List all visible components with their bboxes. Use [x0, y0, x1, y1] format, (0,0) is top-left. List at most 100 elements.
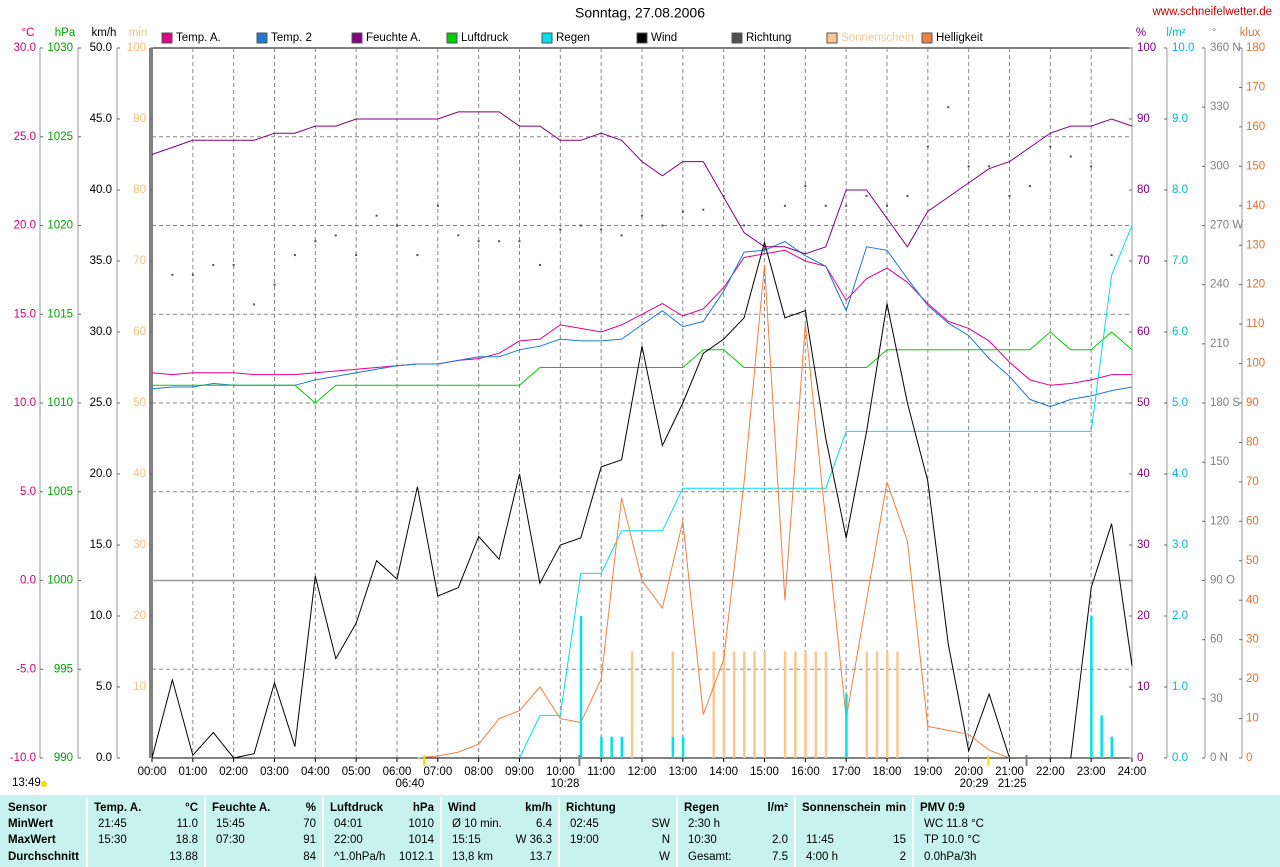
summary-cell: 4:00 h [806, 851, 838, 863]
annotation-label: 06:40 [395, 778, 424, 790]
y-tick-label: 20 [1137, 610, 1150, 622]
legend-label: Temp. A. [176, 32, 221, 44]
legend-label: Regen [556, 32, 590, 44]
y-tick-label: 15.0 [14, 308, 36, 320]
direction-dot [886, 204, 888, 207]
y-tick-label: 140 [1246, 200, 1265, 212]
summary-cell: 91 [303, 834, 316, 846]
direction-dot [865, 194, 868, 197]
y-tick-label: 50 [1137, 397, 1150, 409]
y-tick-label: 1025 [47, 131, 73, 143]
legend-swatch [446, 32, 458, 44]
y-tick-label: 130 [1246, 239, 1265, 251]
summary-cell: 7.5 [772, 851, 788, 863]
y-tick-label: 0.0 [96, 752, 112, 764]
axis-unit: °C [22, 27, 35, 39]
y-tick-label: 30 [1210, 693, 1223, 705]
summary-row-label: MaxWert [8, 834, 56, 846]
y-tick-label: 90 [133, 113, 146, 125]
series-line [151, 240, 1133, 408]
legend-label: Temp. 2 [271, 32, 312, 44]
y-tick-label: 1020 [47, 220, 73, 232]
y-tick-label: 20 [133, 610, 146, 622]
bar [610, 736, 613, 758]
summary-cell: 22:00 [334, 834, 363, 846]
bar [845, 694, 848, 758]
y-tick-label: 8.0 [1172, 184, 1188, 196]
summary-cell: 02:45 [570, 818, 599, 830]
y-tick-label: 990 [54, 752, 73, 764]
x-tick-label: 07:00 [423, 766, 452, 778]
direction-dot [253, 303, 256, 306]
summary-cell: 19:00 [570, 834, 599, 846]
direction-dot [926, 145, 929, 148]
y-tick-label: 50 [133, 397, 146, 409]
summary-cell: Gesamt: [688, 851, 731, 863]
direction-dot [212, 263, 215, 266]
legend-swatch [351, 32, 363, 44]
x-tick-label: 20:00 [954, 766, 983, 778]
y-tick-label: 1.0 [1172, 681, 1188, 693]
y-tick-label: 1015 [47, 308, 73, 320]
axis-unit: hPa [55, 27, 76, 39]
direction-dot [641, 214, 643, 217]
y-tick-label: 100 [1137, 42, 1156, 54]
direction-dot [518, 240, 521, 243]
axis-unit: km/h [92, 27, 117, 39]
direction-dot [1069, 155, 1072, 158]
y-tick-label: 10 [1246, 713, 1259, 725]
y-tick-label: 60 [1137, 326, 1150, 338]
x-tick-label: 03:00 [260, 766, 289, 778]
series-line [151, 111, 1133, 255]
y-tick-label: 7.0 [1172, 255, 1188, 267]
legend-label: Wind [651, 32, 677, 44]
annotation-label: 10:28 [551, 778, 580, 790]
x-tick-label: 00:00 [138, 766, 167, 778]
direction-dot [620, 234, 623, 237]
direction-dot [416, 254, 419, 257]
source-link: www.schneifelwetter.de [1151, 6, 1272, 18]
bar [783, 651, 787, 758]
bar [896, 651, 899, 758]
direction-dot [273, 283, 276, 286]
bar [824, 651, 828, 758]
summary-cell: 15:45 [216, 818, 245, 830]
y-tick-label: 2.0 [1172, 610, 1188, 622]
y-tick-label: 0 [1246, 752, 1252, 764]
y-tick-label: 10 [133, 681, 146, 693]
direction-dot [375, 214, 378, 217]
legend-swatch [161, 32, 173, 44]
y-tick-label: 4.0 [1172, 468, 1188, 480]
direction-dot [457, 234, 460, 237]
x-tick-label: 01:00 [178, 766, 207, 778]
summary-cell: 1010 [408, 818, 434, 830]
y-tick-label: 25.0 [14, 131, 36, 143]
generated-time: 13:49 [12, 777, 41, 789]
x-tick-label: 18:00 [873, 766, 902, 778]
bar [794, 651, 797, 758]
y-tick-label: 60 [133, 326, 146, 338]
summary-cell: 11:45 [806, 834, 834, 846]
x-tick-label: 16:00 [791, 766, 820, 778]
legend-swatch [731, 32, 743, 44]
summary-unit: l/m² [768, 802, 789, 814]
y-tick-label: 3.0 [1172, 539, 1188, 551]
direction-dot [191, 273, 194, 276]
y-tick-label: 5.0 [96, 681, 112, 693]
series-line [417, 264, 1010, 759]
bar [712, 651, 715, 758]
y-tick-label: 1010 [47, 397, 73, 409]
x-tick-label: 22:00 [1036, 766, 1065, 778]
y-tick-label: 50 [1246, 555, 1259, 567]
direction-dot [702, 208, 705, 211]
direction-dot [947, 106, 950, 109]
summary-header: PMV 0:9 [920, 802, 965, 814]
bar [671, 736, 675, 758]
x-tick-label: 08:00 [464, 766, 493, 778]
series-line [519, 225, 1133, 759]
direction-dot [436, 204, 439, 207]
summary-unit: °C [185, 802, 198, 814]
direction-dot [988, 165, 991, 168]
y-tick-label: 1030 [47, 42, 73, 54]
